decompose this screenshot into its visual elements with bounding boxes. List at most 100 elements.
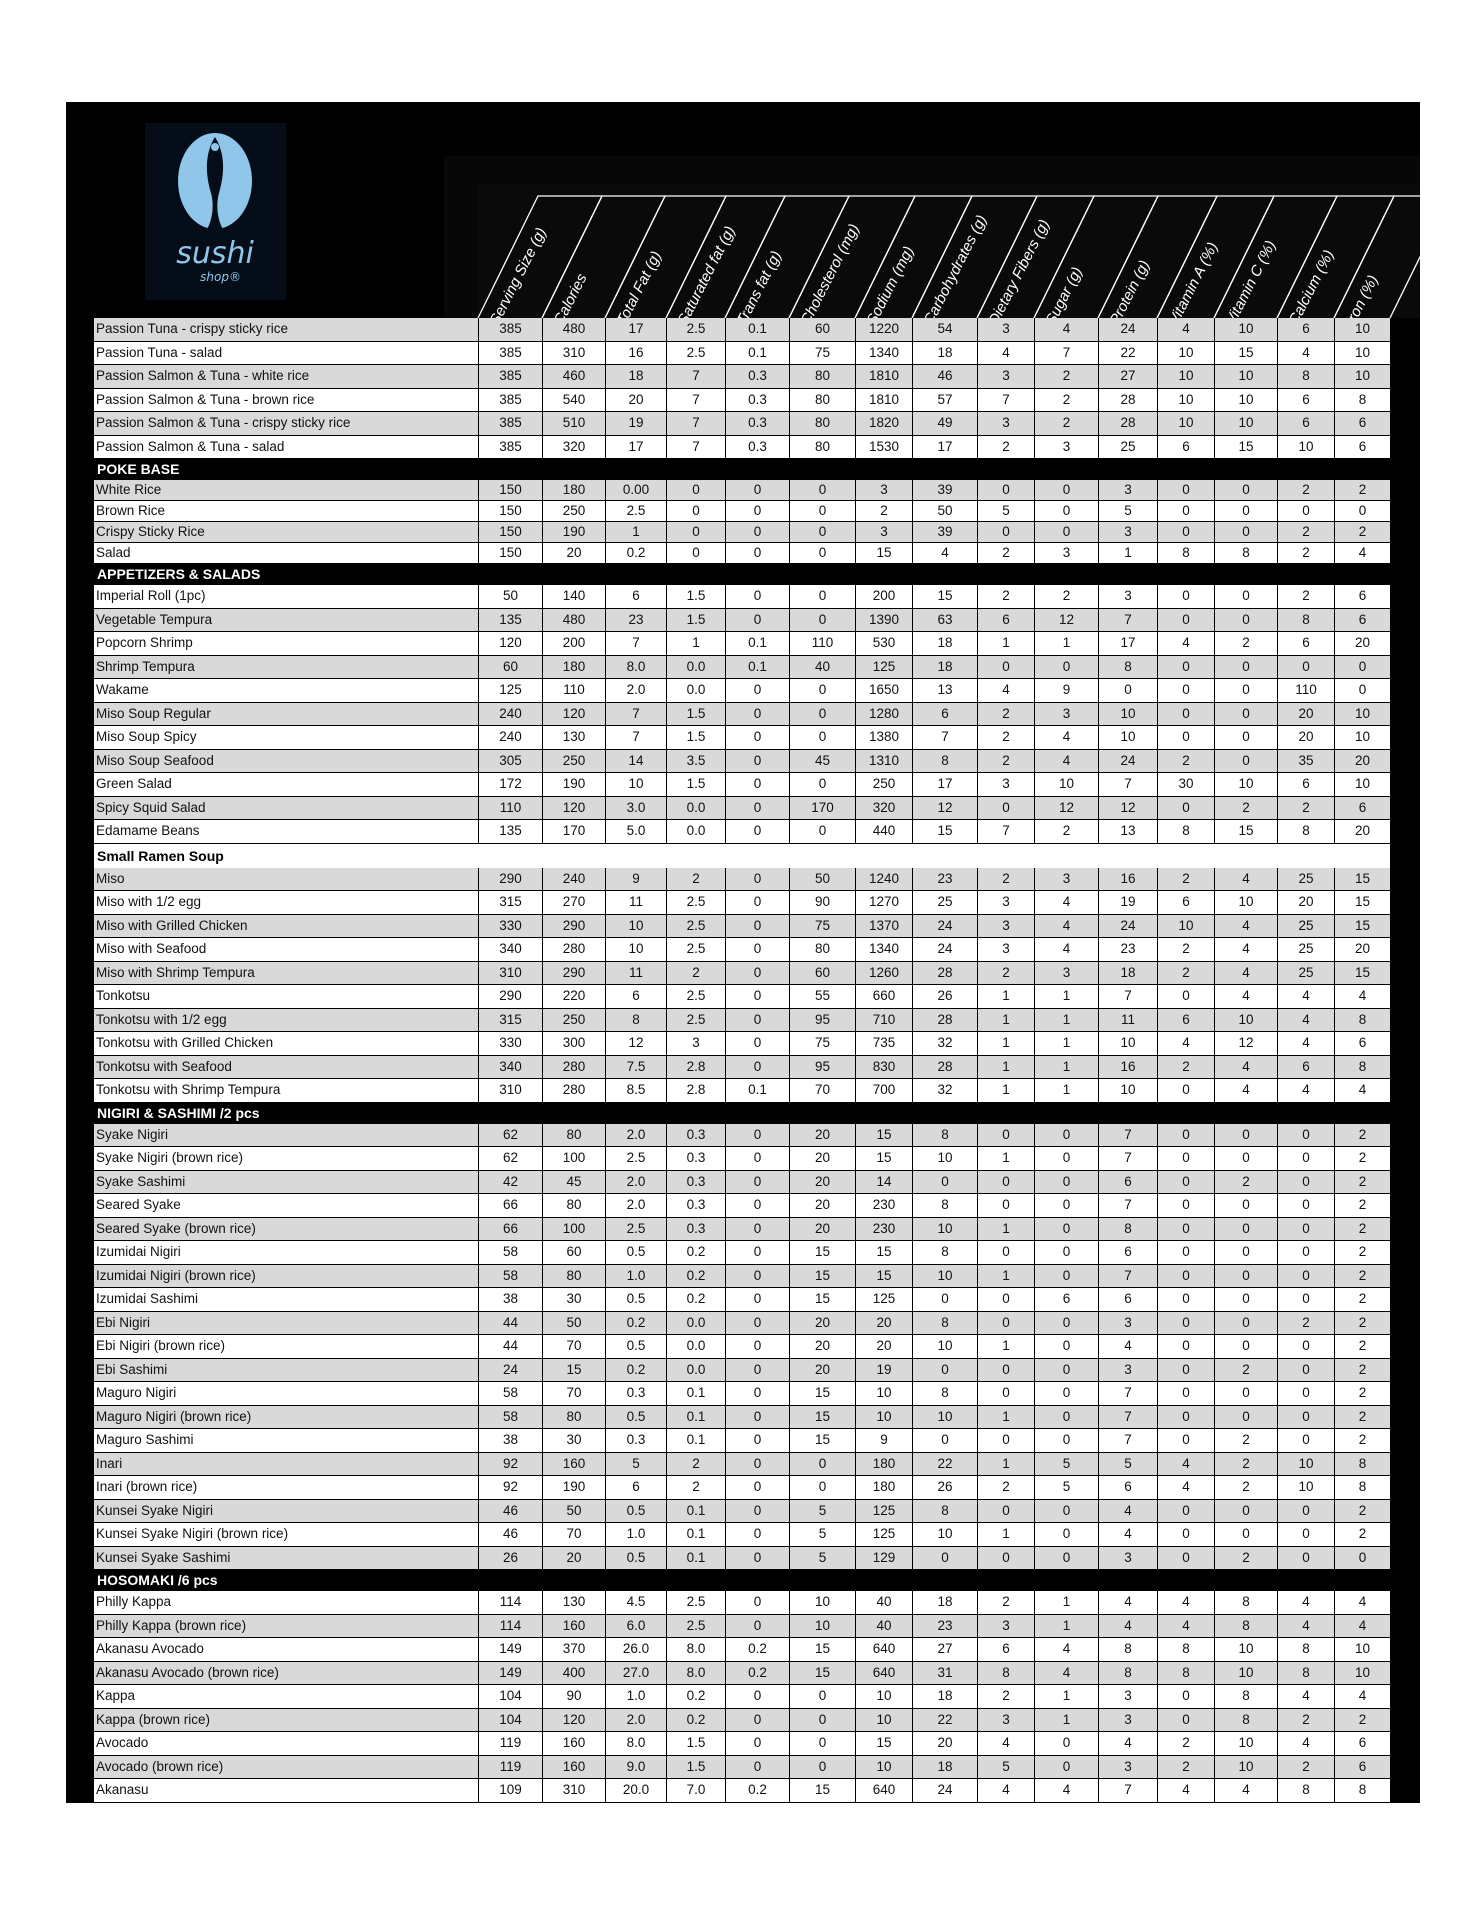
nutrient-value: 10 [1098,1032,1157,1055]
nutrient-value: 2.5 [666,1591,725,1614]
nutrient-value: 310 [542,341,605,364]
nutrient-value: 1 [977,1405,1034,1428]
nutrient-value: 4 [1214,914,1277,937]
nutrient-value: 290 [542,914,605,937]
nutrient-value: 0 [1157,655,1214,678]
nutrient-value: 2 [1157,938,1214,961]
nutrient-value: 125 [855,655,912,678]
nutrient-value: 2 [1334,1311,1390,1334]
nutrient-value: 0 [1214,501,1277,521]
nutrient-value: 160 [542,1732,605,1755]
item-name: Edamame Beans [96,823,200,838]
nutrient-value: 20 [855,1311,912,1334]
nutrient-value: 6 [977,1638,1034,1661]
nutrient-value: 10 [1334,365,1390,388]
nutrient-value: 4 [1277,985,1334,1008]
nutrient-value: 2 [1334,1147,1390,1170]
item-name: Philly Kappa [96,1594,172,1609]
nutrient-value: 170 [789,796,855,819]
nutrient-value: 125 [855,1499,912,1522]
item-name: Miso Soup Regular [96,705,211,721]
table-row: Passion Salmon & Tuna - salad 385 320 17 7 0.… [94,435,1390,459]
nutrient-value: 0.2 [605,1358,666,1381]
nutrient-value: 6 [1334,585,1390,608]
nutrient-value: 20 [789,1123,855,1146]
nutrient-value: 110 [789,632,855,655]
item-name: Miso with 1/2 egg [96,894,202,909]
nutrient-value: 10 [855,1382,912,1405]
nutrient-value: 0.3 [605,1382,666,1405]
nutrient-value: 10 [789,1591,855,1614]
nutrient-value: 70 [542,1335,605,1358]
nutrient-value: 2 [1334,1123,1390,1146]
table-row: Miso with 1/2 egg 315 270 11 2.5 0 90 1270 25 3 4 1… [94,891,1390,915]
nutrient-value: 15 [542,1358,605,1381]
nutrient-value: 240 [542,867,605,890]
nutrient-value: 0 [977,1288,1034,1311]
nutrient-value: 4 [1277,1008,1334,1031]
nutrient-value: 4 [1334,1685,1390,1708]
item-name: Syake Sashimi [96,1173,186,1189]
nutrient-value: 130 [542,726,605,749]
nutrient-value: 0 [725,914,789,937]
nutrient-value: 0 [1034,1499,1098,1522]
nutrient-value: 3 [1034,543,1098,563]
nutrient-value: 0 [977,1499,1034,1522]
nutrient-value: 15 [855,543,912,563]
nutrient-value: 90 [789,891,855,914]
table-row: Shrimp Tempura 60 180 8.0 0.0 0.1 40 125 18 0 0 8 0 0… [94,655,1390,679]
nutrient-value: 10 [912,1217,977,1240]
nutrient-value: 0.3 [666,1194,725,1217]
column-header-label: Iron (%) [1342,273,1381,320]
nutrient-value: 2 [1277,522,1334,542]
nutrient-value: 15 [789,1405,855,1428]
nutrient-value: 0 [725,1311,789,1334]
nutrient-value: 8.0 [605,655,666,678]
nutrient-value: 20 [789,1217,855,1240]
nutrient-value: 2 [1334,1358,1390,1381]
table-row: Miso Soup Spicy 240 130 7 1.5 0 0 1380 7 2 4 10 0 0 20… [94,726,1390,750]
nutrient-value: 90 [542,1685,605,1708]
nutrient-value: 7.5 [605,1055,666,1078]
nutrient-value: 6 [1334,412,1390,435]
nutrient-value: 4 [1157,1476,1214,1499]
nutrient-value: 3 [1034,435,1098,458]
nutrient-value: 2 [977,585,1034,608]
nutrient-value: 8 [1214,543,1277,563]
nutrient-value: 110 [478,796,542,819]
nutrient-value: 40 [855,1614,912,1637]
nutrient-value: 0 [912,1546,977,1569]
nutrient-value: 0 [789,773,855,796]
nutrient-value: 0.2 [666,1264,725,1287]
nutrient-value: 10 [1334,726,1390,749]
nutrient-value: 10 [912,1405,977,1428]
nutrient-value: 2 [977,1476,1034,1499]
logo-subtitle: shop® [200,270,241,284]
nutrient-value: 280 [542,1079,605,1102]
nutrient-value: 8 [1277,1661,1334,1684]
nutrient-value: 290 [542,961,605,984]
nutrient-value: 1.5 [666,702,725,725]
nutrient-value: 1 [977,1032,1034,1055]
nutrient-value: 2 [666,867,725,890]
table-row: Brown Rice 150 250 2.5 0 0 0 2 50 5 0 5 0 0 0 0 [94,501,1390,522]
nutrient-value: 7 [1098,1147,1157,1170]
nutrient-value: 23 [605,608,666,631]
nutrient-value: 2 [1334,480,1390,500]
nutrient-value: 0.5 [605,1546,666,1569]
item-name: Kappa (brown rice) [96,1711,211,1727]
nutrient-value: 15 [855,1264,912,1287]
nutrient-value: 2 [977,1685,1034,1708]
nutrient-value: 70 [542,1382,605,1405]
nutrient-value: 0 [1157,608,1214,631]
nutrient-value: 120 [542,1708,605,1731]
item-name: Vegetable Tempura [96,611,213,627]
nutrient-value: 8 [1334,1476,1390,1499]
nutrient-value: 0 [725,1264,789,1287]
nutrient-value: 20 [542,1546,605,1569]
item-name: Passion Salmon & Tuna - crispy sticky ri… [96,415,351,430]
nutrient-value: 15 [1334,961,1390,984]
item-name: Izumidai Sashimi [96,1291,199,1306]
nutrient-value: 15 [1214,820,1277,843]
nutrient-value: 385 [478,318,542,341]
